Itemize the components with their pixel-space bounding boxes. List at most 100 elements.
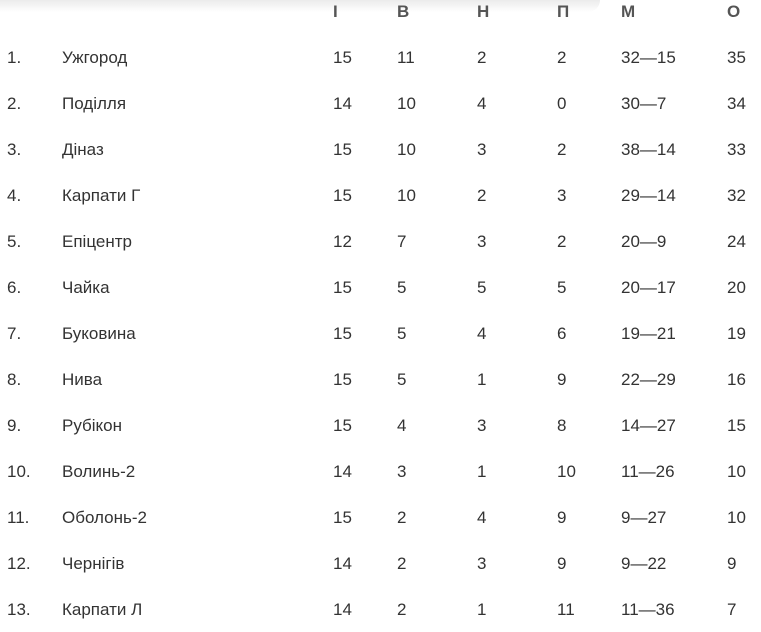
table-row: 10. Волинь-2 14 3 1 10 11—26 10 bbox=[0, 462, 761, 486]
table-row: 9. Рубікон 15 4 3 8 14—27 15 bbox=[0, 416, 761, 440]
table-row: 7. Буковина 15 5 4 6 19—21 19 bbox=[0, 324, 761, 348]
cell-position: 10. bbox=[7, 462, 31, 481]
table-row: 4. Карпати Г 15 10 2 3 29—14 32 bbox=[0, 186, 761, 210]
cell-position: 1. bbox=[7, 48, 22, 67]
table-row: 12. Чернігів 14 2 3 9 9—22 9 bbox=[0, 554, 761, 578]
cell-goals: 30—7 bbox=[621, 94, 667, 113]
table-row: 1. Ужгород 15 11 2 2 32—15 35 bbox=[0, 48, 761, 72]
cell-won: 10 bbox=[397, 140, 416, 159]
cell-goals: 11—26 bbox=[621, 462, 675, 481]
cell-lost: 2 bbox=[557, 48, 567, 67]
cell-team: Нива bbox=[62, 370, 103, 389]
cell-drawn: 3 bbox=[477, 554, 487, 573]
header-goals: М bbox=[621, 2, 636, 21]
cell-drawn: 4 bbox=[477, 508, 487, 527]
cell-won: 2 bbox=[397, 508, 407, 527]
cell-goals: 32—15 bbox=[621, 48, 676, 67]
cell-won: 10 bbox=[397, 186, 416, 205]
cell-drawn: 2 bbox=[477, 186, 487, 205]
cell-played: 14 bbox=[333, 462, 352, 481]
cell-team: Чайка bbox=[62, 278, 110, 297]
table-row: 3. Діназ 15 10 3 2 38—14 33 bbox=[0, 140, 761, 164]
cell-points: 33 bbox=[727, 140, 746, 159]
cell-team: Оболонь-2 bbox=[62, 508, 147, 527]
cell-won: 10 bbox=[397, 94, 416, 113]
cell-goals: 14—27 bbox=[621, 416, 676, 435]
cell-lost: 9 bbox=[557, 508, 567, 527]
table-row: 5. Епіцентр 12 7 3 2 20—9 24 bbox=[0, 232, 761, 256]
cell-position: 6. bbox=[7, 278, 22, 297]
cell-goals: 20—9 bbox=[621, 232, 667, 251]
cell-points: 20 bbox=[727, 278, 746, 297]
cell-points: 9 bbox=[727, 554, 737, 573]
cell-team: Ужгород bbox=[62, 48, 128, 67]
cell-points: 32 bbox=[727, 186, 746, 205]
cell-goals: 11—36 bbox=[621, 600, 675, 619]
cell-drawn: 4 bbox=[477, 94, 487, 113]
header-played: І bbox=[333, 2, 338, 21]
cell-played: 14 bbox=[333, 94, 352, 113]
cell-drawn: 1 bbox=[477, 462, 487, 481]
cell-goals: 38—14 bbox=[621, 140, 676, 159]
cell-points: 19 bbox=[727, 324, 746, 343]
cell-goals: 20—17 bbox=[621, 278, 676, 297]
cell-lost: 3 bbox=[557, 186, 567, 205]
cell-points: 10 bbox=[727, 508, 746, 527]
cell-played: 15 bbox=[333, 48, 352, 67]
cell-played: 15 bbox=[333, 416, 352, 435]
cell-played: 15 bbox=[333, 140, 352, 159]
cell-position: 3. bbox=[7, 140, 22, 159]
cell-lost: 5 bbox=[557, 278, 567, 297]
cell-goals: 22—29 bbox=[621, 370, 676, 389]
cell-drawn: 2 bbox=[477, 48, 487, 67]
cell-played: 15 bbox=[333, 324, 352, 343]
cell-lost: 10 bbox=[557, 462, 576, 481]
cell-team: Карпати Л bbox=[62, 600, 143, 619]
cell-lost: 2 bbox=[557, 140, 567, 159]
table-row: 13. Карпати Л 14 2 1 11 11—36 7 bbox=[0, 600, 761, 624]
cell-drawn: 3 bbox=[477, 232, 487, 251]
cell-goals: 9—27 bbox=[621, 508, 667, 527]
cell-won: 5 bbox=[397, 278, 407, 297]
cell-position: 12. bbox=[7, 554, 31, 573]
cell-lost: 6 bbox=[557, 324, 567, 343]
table-row: 11. Оболонь-2 15 2 4 9 9—27 10 bbox=[0, 508, 761, 532]
cell-played: 15 bbox=[333, 508, 352, 527]
cell-lost: 0 bbox=[557, 94, 567, 113]
cell-team: Рубікон bbox=[62, 416, 123, 435]
cell-drawn: 4 bbox=[477, 324, 487, 343]
cell-won: 3 bbox=[397, 462, 407, 481]
cell-position: 2. bbox=[7, 94, 22, 113]
cell-position: 4. bbox=[7, 186, 22, 205]
cell-won: 5 bbox=[397, 324, 407, 343]
cell-played: 15 bbox=[333, 370, 352, 389]
cell-position: 8. bbox=[7, 370, 22, 389]
cell-position: 11. bbox=[7, 508, 30, 527]
cell-team: Буковина bbox=[62, 324, 136, 343]
cell-drawn: 1 bbox=[477, 370, 487, 389]
header-points: О bbox=[727, 2, 741, 21]
cell-position: 9. bbox=[7, 416, 22, 435]
table-row: 2. Поділля 14 10 4 0 30—7 34 bbox=[0, 94, 761, 118]
cell-won: 11 bbox=[397, 48, 415, 67]
cell-position: 5. bbox=[7, 232, 22, 251]
cell-lost: 8 bbox=[557, 416, 567, 435]
cell-won: 7 bbox=[397, 232, 407, 251]
cell-played: 14 bbox=[333, 554, 352, 573]
table-row: 6. Чайка 15 5 5 5 20—17 20 bbox=[0, 278, 761, 302]
cell-played: 15 bbox=[333, 278, 352, 297]
cell-team: Волинь-2 bbox=[62, 462, 136, 481]
top-shadow bbox=[0, 0, 600, 12]
cell-lost: 2 bbox=[557, 232, 567, 251]
cell-lost: 11 bbox=[557, 600, 575, 619]
cell-points: 15 bbox=[727, 416, 746, 435]
cell-lost: 9 bbox=[557, 554, 567, 573]
cell-played: 12 bbox=[333, 232, 352, 251]
cell-drawn: 5 bbox=[477, 278, 487, 297]
cell-team: Чернігів bbox=[62, 554, 125, 573]
cell-won: 5 bbox=[397, 370, 407, 389]
cell-won: 2 bbox=[397, 600, 407, 619]
cell-lost: 9 bbox=[557, 370, 567, 389]
cell-points: 16 bbox=[727, 370, 746, 389]
